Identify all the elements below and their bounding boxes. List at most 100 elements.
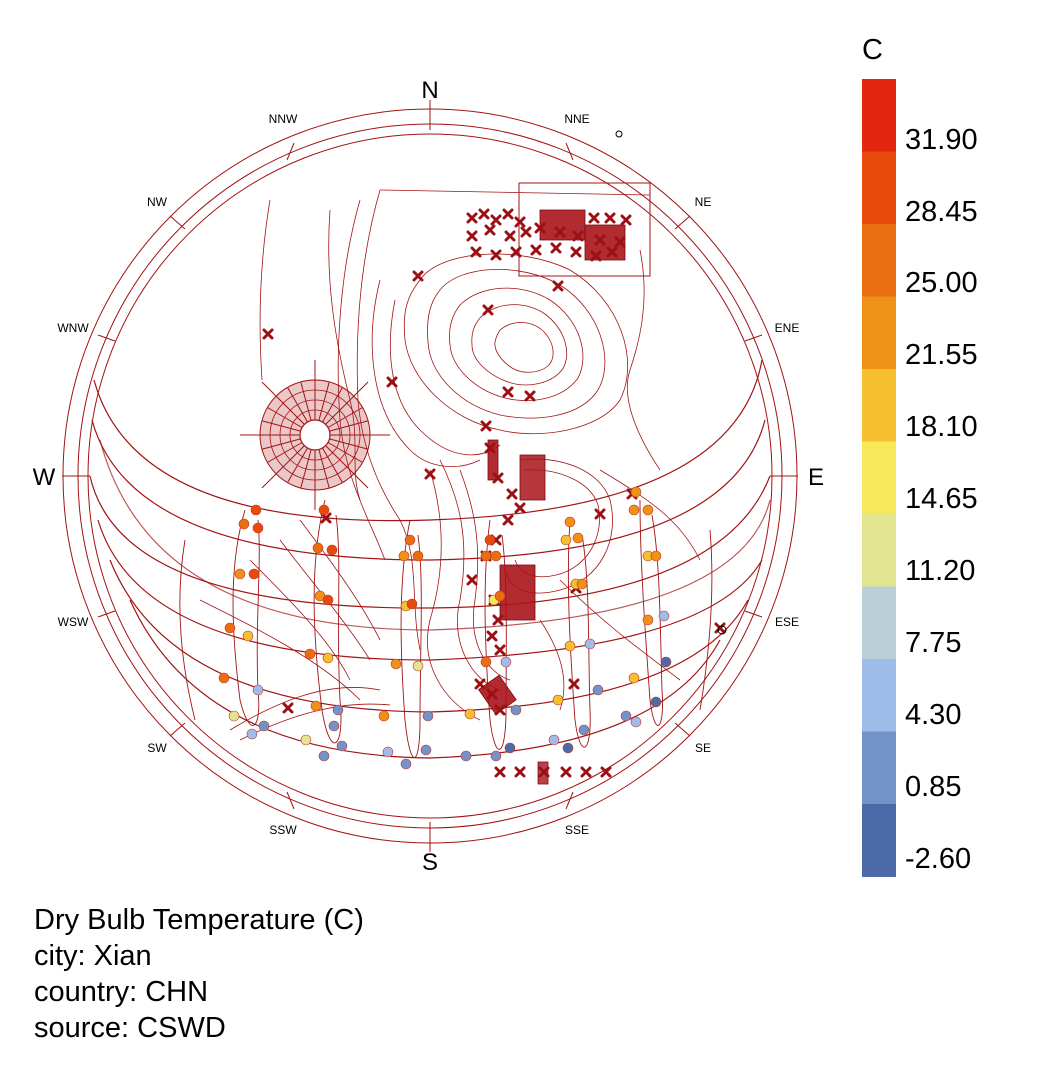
obstruction-x-marker bbox=[530, 244, 542, 256]
legend-tick-label: 0.85 bbox=[905, 771, 962, 803]
sun-hour-point bbox=[400, 758, 412, 770]
obstruction-x-marker bbox=[502, 514, 514, 526]
legend-swatch bbox=[862, 804, 896, 877]
obstruction-x-marker bbox=[490, 249, 502, 261]
sunpath-arcs bbox=[89, 359, 771, 759]
sun-hour-point bbox=[464, 708, 476, 720]
compass-ene-label: ENE bbox=[775, 321, 800, 335]
obstruction-x-marker bbox=[466, 212, 478, 224]
legend-swatch bbox=[862, 731, 896, 805]
sun-hour-point bbox=[322, 652, 334, 664]
sun-hour-point bbox=[650, 550, 662, 562]
legend-tick-label: 18.10 bbox=[905, 411, 978, 443]
obstruction-x-marker bbox=[538, 766, 550, 778]
sun-hour-point bbox=[248, 568, 260, 580]
sun-hour-point bbox=[310, 700, 322, 712]
sun-hour-points bbox=[218, 486, 672, 770]
small-ring-marker bbox=[615, 130, 623, 138]
sun-hour-point bbox=[250, 504, 262, 516]
info-title: Dry Bulb Temperature (C) bbox=[34, 904, 364, 936]
legend-swatch bbox=[862, 586, 896, 660]
obstruction-x-marker bbox=[484, 442, 496, 454]
sun-hour-point bbox=[382, 746, 394, 758]
obstruction-x-marker bbox=[424, 468, 436, 480]
sun-hour-point bbox=[504, 742, 516, 754]
sun-hour-point bbox=[490, 750, 502, 762]
sun-hour-point bbox=[484, 534, 496, 546]
sun-hour-point bbox=[592, 684, 604, 696]
sun-hour-point bbox=[420, 744, 432, 756]
obstruction-x-marker bbox=[466, 230, 478, 242]
sun-hour-point bbox=[252, 684, 264, 696]
obstruction-x-marker bbox=[470, 246, 482, 258]
obstruction-x-marker bbox=[514, 216, 526, 228]
legend-swatch bbox=[862, 151, 896, 225]
legend-swatch bbox=[862, 79, 896, 152]
legend-tick-label: 4.30 bbox=[905, 699, 962, 731]
sun-hour-point bbox=[584, 638, 596, 650]
obstruction-x-marker bbox=[506, 488, 518, 500]
legend-swatch bbox=[862, 296, 896, 370]
sun-hour-point bbox=[332, 704, 344, 716]
sun-hour-point bbox=[304, 648, 316, 660]
obstruction-x-marker bbox=[486, 688, 498, 700]
sun-hour-point bbox=[224, 622, 236, 634]
sun-hour-point bbox=[548, 734, 560, 746]
sun-hour-point bbox=[378, 710, 390, 722]
obstruction-x-marker bbox=[262, 328, 274, 340]
sun-hour-point bbox=[560, 534, 572, 546]
legend-title: C bbox=[862, 34, 883, 66]
sun-hour-point bbox=[510, 704, 522, 716]
compass-intercardinal-labels: NNE NE ENE ESE SE SSE SSW SW WSW WNW NW … bbox=[57, 112, 799, 837]
obstruction-x-marker bbox=[474, 678, 486, 690]
sun-hour-point bbox=[658, 610, 670, 622]
sun-hour-point bbox=[238, 518, 250, 530]
obstruction-x-marker bbox=[494, 704, 506, 716]
legend-tick-label: 7.75 bbox=[905, 627, 962, 659]
info-source: source: CSWD bbox=[34, 1012, 226, 1044]
obstruction-x-marker bbox=[568, 678, 580, 690]
sun-hour-point bbox=[628, 504, 640, 516]
info-country: country: CHN bbox=[34, 976, 209, 1008]
obstruction-x-marker bbox=[550, 242, 562, 254]
compass-nw-label: NW bbox=[147, 195, 168, 209]
sun-hour-point bbox=[404, 534, 416, 546]
obstruction-x-marker bbox=[554, 226, 566, 238]
obstruction-x-marker bbox=[606, 246, 618, 258]
obstruction-x-marker bbox=[494, 644, 506, 656]
sun-hour-point bbox=[252, 522, 264, 534]
sun-hour-point bbox=[576, 578, 588, 590]
sun-hour-point bbox=[398, 550, 410, 562]
obstruction-x-marker bbox=[714, 622, 726, 634]
info-city: city: Xian bbox=[34, 940, 152, 972]
compass-e-label: E bbox=[808, 464, 824, 491]
obstruction-x-marker bbox=[510, 246, 522, 258]
legend-tick-label: -2.60 bbox=[905, 843, 972, 875]
obstruction-x-marker bbox=[614, 236, 626, 248]
building-blocks bbox=[478, 209, 626, 785]
legend-tick-label: 14.65 bbox=[905, 483, 978, 515]
compass-s-label: S bbox=[422, 849, 438, 876]
legend-swatch bbox=[862, 659, 896, 732]
radial-dome bbox=[240, 360, 390, 510]
sun-hour-point bbox=[642, 614, 654, 626]
obstruction-x-marker bbox=[520, 226, 532, 238]
sun-hour-point bbox=[650, 696, 662, 708]
sun-hour-point bbox=[564, 516, 576, 528]
sun-hour-point bbox=[562, 742, 574, 754]
obstruction-x-marker bbox=[386, 376, 398, 388]
sun-hour-point bbox=[572, 532, 584, 544]
obstruction-x-marker bbox=[492, 472, 504, 484]
obstruction-x-marker bbox=[486, 630, 498, 642]
legend-tick-label: 28.45 bbox=[905, 196, 978, 228]
obstruction-x-marker bbox=[492, 614, 504, 626]
obstruction-x-marker bbox=[490, 214, 502, 226]
sun-hour-point bbox=[460, 750, 472, 762]
obstruction-x-marker bbox=[484, 224, 496, 236]
sun-hour-point bbox=[552, 694, 564, 706]
sun-hour-point bbox=[660, 656, 672, 668]
compass-nnw-label: NNW bbox=[269, 112, 298, 126]
obstruction-x-marker bbox=[590, 250, 602, 262]
sun-hour-point bbox=[630, 716, 642, 728]
